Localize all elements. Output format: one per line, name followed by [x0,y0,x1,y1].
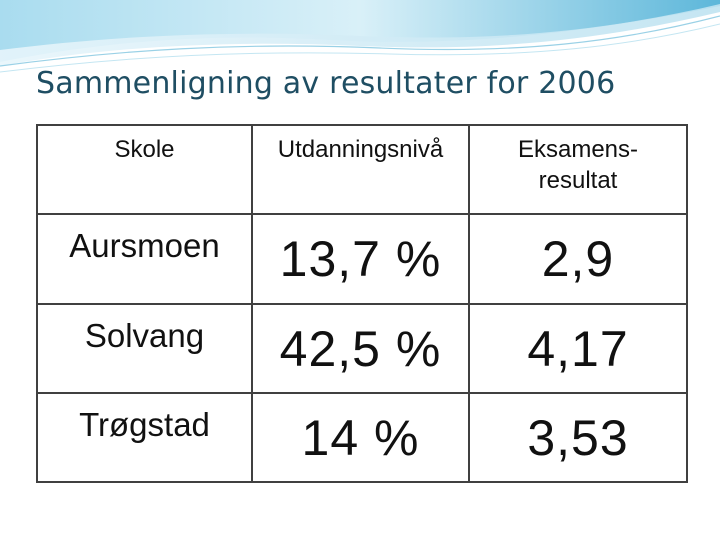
exam-result-value: 2,9 [468,213,688,305]
education-level-value: 42,5 % [251,303,470,394]
header-school: Skole [36,124,253,215]
header-wave-decoration [0,0,720,73]
education-level-value: 13,7 % [251,213,470,305]
slide-title: Sammenligning av resultater for 2006 [36,66,616,101]
school-name: Aursmoen [36,213,253,305]
results-table: Skole Utdanningsnivå Eksamens-resultat A… [36,124,688,483]
school-name: Solvang [36,303,253,394]
header-education-level: Utdanningsnivå [251,124,470,215]
education-level-value: 14 % [251,392,470,483]
table-row: Aursmoen 13,7 % 2,9 [36,213,688,305]
exam-result-value: 4,17 [468,303,688,394]
table-header-row: Skole Utdanningsnivå Eksamens-resultat [36,124,688,215]
exam-result-value: 3,53 [468,392,688,483]
header-exam-result-text: Eksamens-resultat [517,136,639,194]
table-row: Trøgstad 14 % 3,53 [36,392,688,483]
school-name: Trøgstad [36,392,253,483]
header-exam-result: Eksamens-resultat [468,124,688,215]
table-row: Solvang 42,5 % 4,17 [36,303,688,394]
results-table-container: Skole Utdanningsnivå Eksamens-resultat A… [36,124,688,483]
